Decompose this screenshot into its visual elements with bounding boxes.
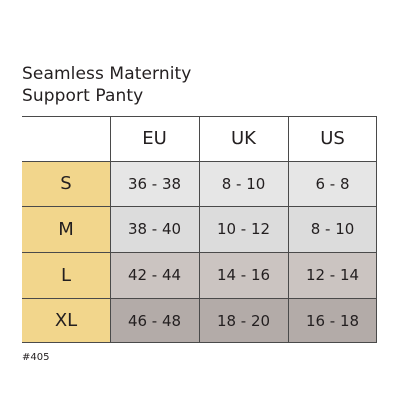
table-cell-s-eu: 36 - 38 xyxy=(110,161,199,206)
table-cell-m-uk: 10 - 12 xyxy=(199,206,288,252)
title-line-1: Seamless Maternity xyxy=(22,64,192,84)
table-cell-l-eu: 42 - 44 xyxy=(110,252,199,298)
size-label-l: L xyxy=(22,252,110,298)
table-cell-s-uk: 8 - 10 xyxy=(199,161,288,206)
size-chart-table: EU UK US S 36 - 38 8 - 10 6 - 8 M 38 - 4… xyxy=(22,116,377,343)
grid-line-col-1 xyxy=(110,116,111,343)
column-header-uk: UK xyxy=(231,128,256,149)
grid-line-col-3 xyxy=(288,116,289,343)
table-cell-s-us: 6 - 8 xyxy=(288,161,377,206)
size-label-m: M xyxy=(22,206,110,252)
title-line-2: Support Panty xyxy=(22,86,144,106)
table-cell-xl-eu: 46 - 48 xyxy=(110,298,199,343)
table-cell-l-uk: 14 - 16 xyxy=(199,252,288,298)
size-label-s: S xyxy=(22,161,110,206)
column-header-us: US xyxy=(320,128,345,149)
table-cell-l-us: 12 - 14 xyxy=(288,252,377,298)
table-cell-m-eu: 38 - 40 xyxy=(110,206,199,252)
table-cell-m-us: 8 - 10 xyxy=(288,206,377,252)
product-code: #405 xyxy=(22,352,50,363)
table-cell-xl-us: 16 - 18 xyxy=(288,298,377,343)
grid-line-right xyxy=(376,116,377,343)
chart-title: Seamless Maternity Support Panty xyxy=(22,63,191,107)
size-label-xl: XL xyxy=(22,298,110,343)
column-header-eu: EU xyxy=(142,128,167,149)
table-cell-xl-uk: 18 - 20 xyxy=(199,298,288,343)
grid-line-col-2 xyxy=(199,116,200,343)
